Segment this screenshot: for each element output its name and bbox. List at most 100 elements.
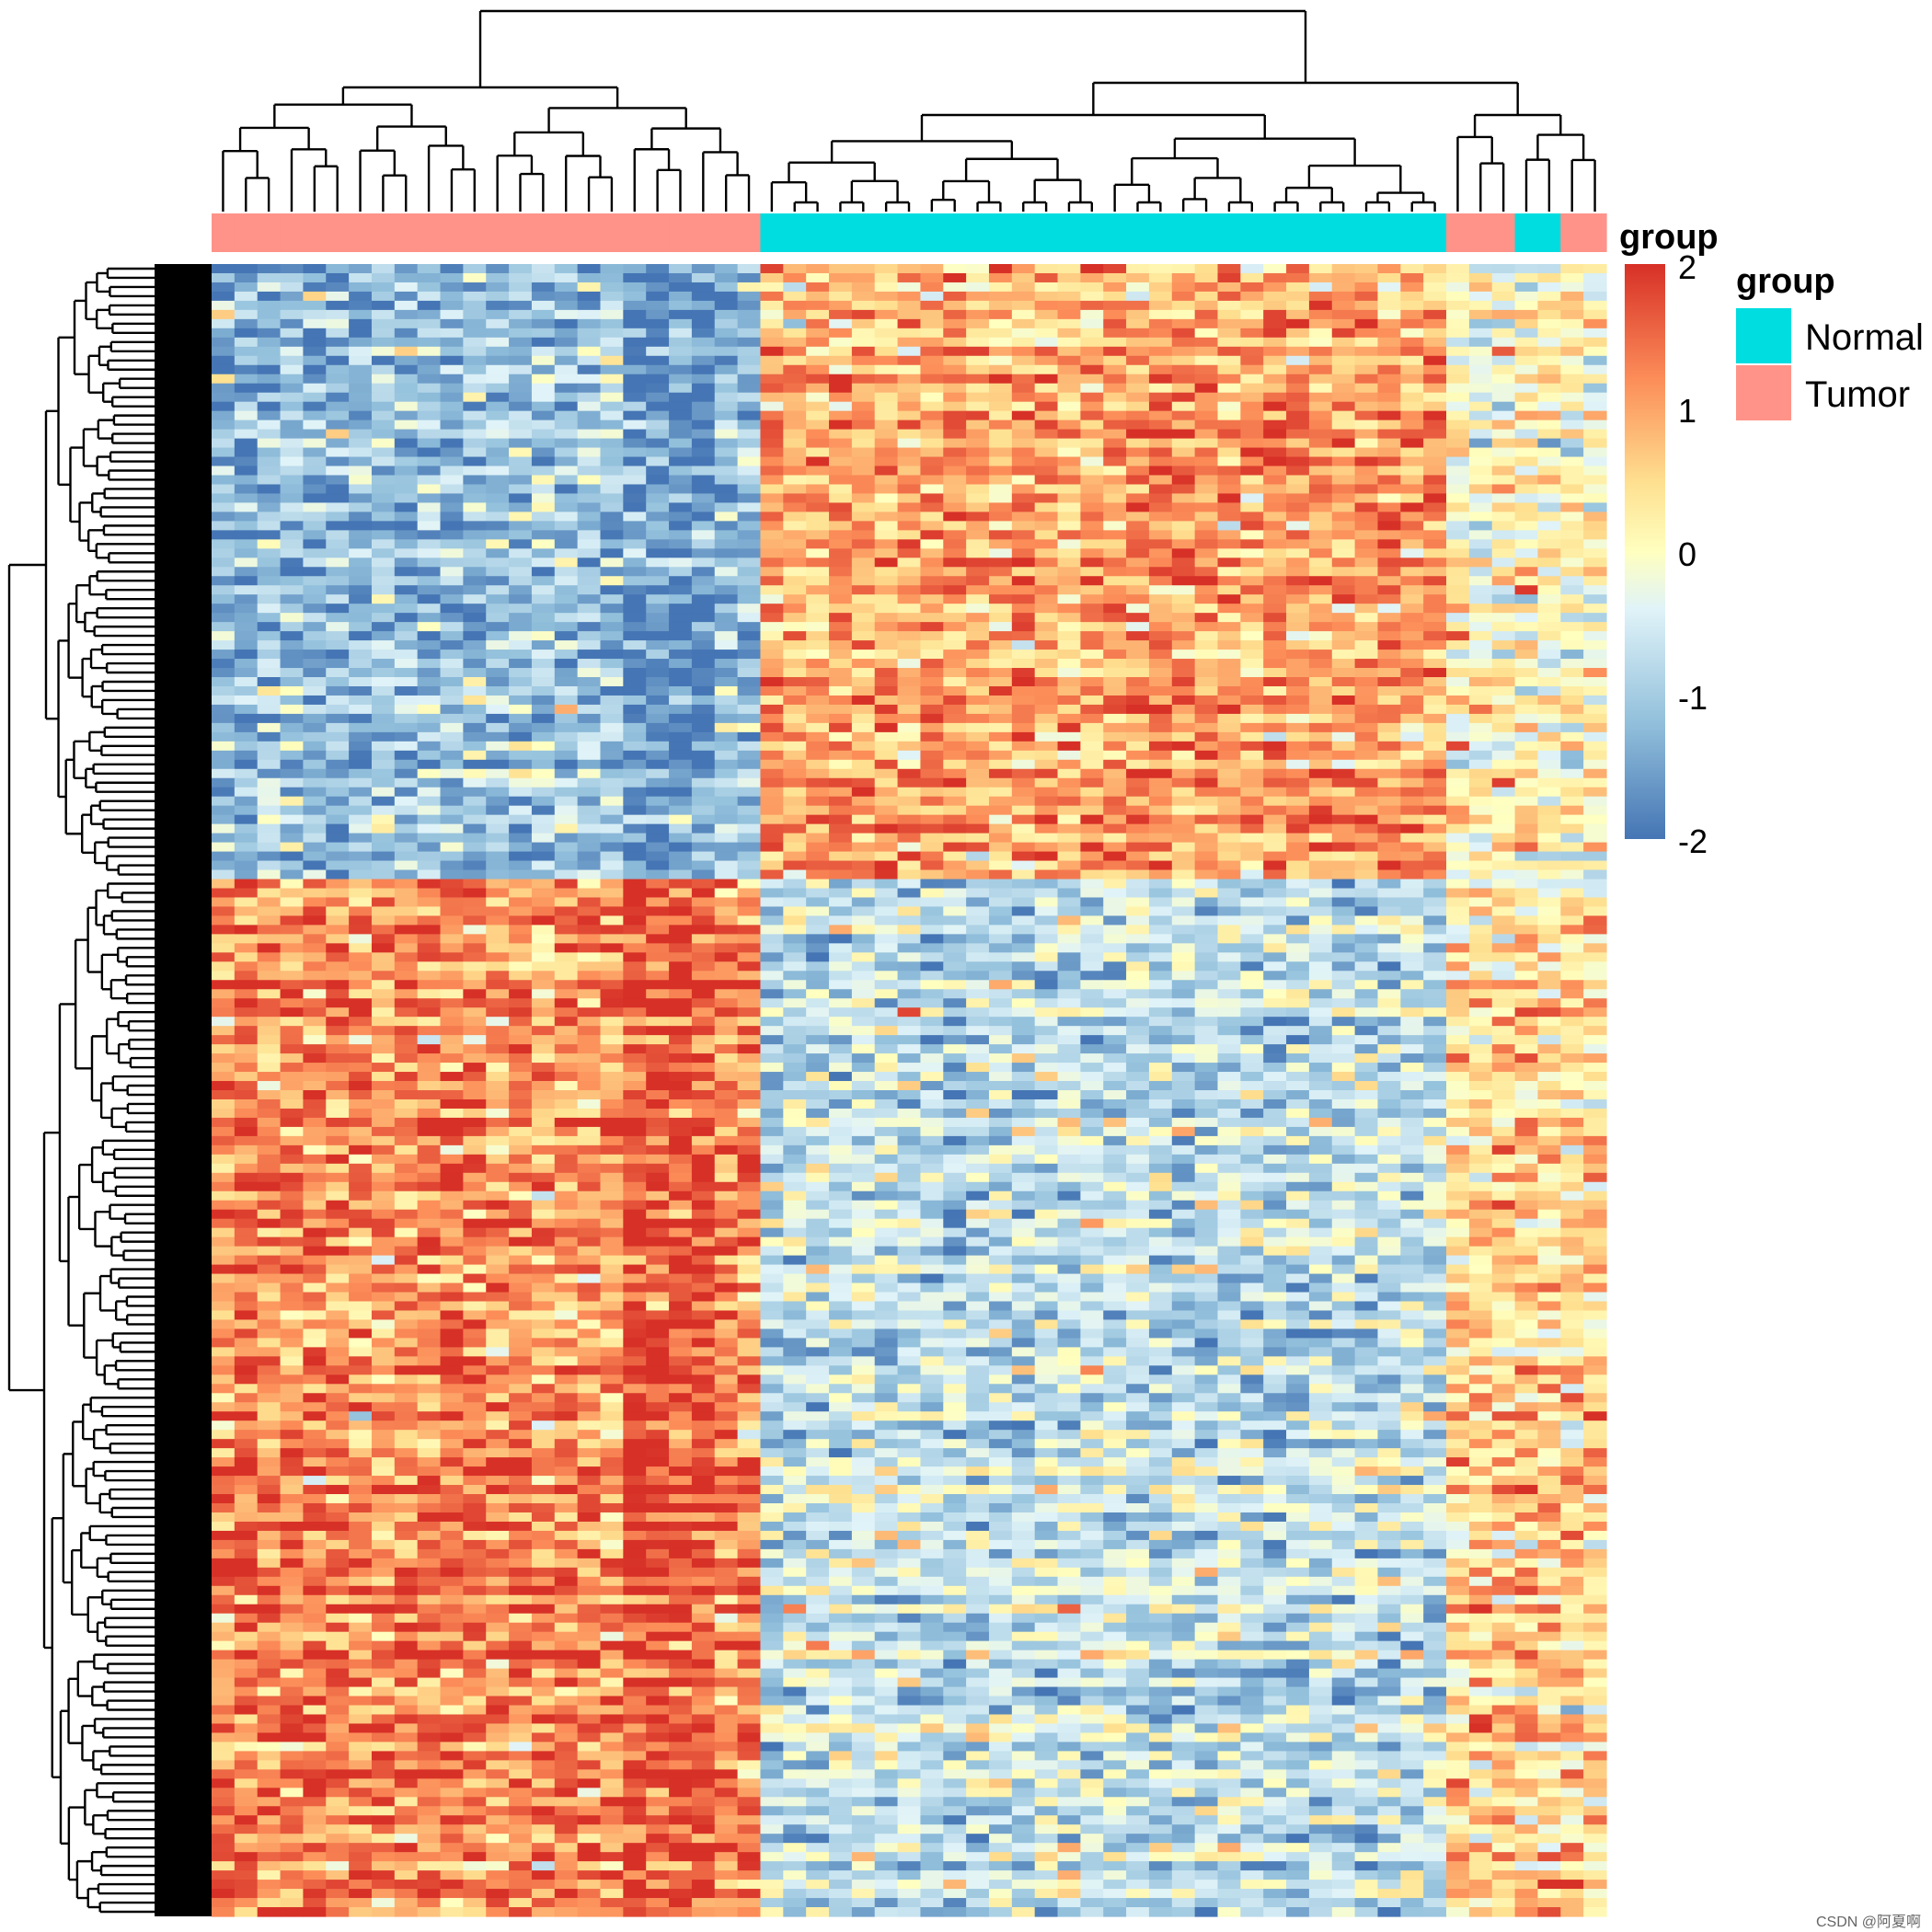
heatmap-cell — [897, 355, 922, 366]
heatmap-cell — [440, 704, 464, 715]
heatmap-cell — [1011, 833, 1036, 844]
heatmap-cell — [600, 420, 624, 431]
annotation-cell-normal — [806, 213, 830, 252]
heatmap-cell — [1240, 364, 1264, 375]
heatmap-cell — [1468, 842, 1493, 853]
heatmap-cell — [394, 787, 419, 798]
heatmap-cell — [1263, 410, 1287, 421]
heatmap-cell — [714, 731, 739, 742]
heatmap-cell — [600, 869, 624, 880]
heatmap-cell — [760, 420, 784, 431]
heatmap-cell — [234, 650, 259, 660]
heatmap-cell — [623, 282, 647, 293]
heatmap-cell — [577, 383, 602, 394]
heatmap-cell — [1080, 264, 1104, 274]
heatmap-cell — [851, 777, 876, 788]
heatmap-cell — [988, 484, 1013, 495]
heatmap-cell — [257, 355, 282, 366]
heatmap-cell — [1034, 493, 1059, 504]
heatmap-cell — [509, 484, 533, 495]
heatmap-cell — [806, 888, 830, 899]
heatmap-cell — [577, 364, 602, 375]
heatmap-cell — [1514, 484, 1539, 495]
heatmap-cell — [1560, 604, 1584, 614]
heatmap-cell — [463, 604, 487, 614]
heatmap-cell — [257, 640, 282, 650]
heatmap-cell — [417, 475, 442, 486]
heatmap-cell — [943, 650, 967, 660]
heatmap-cell — [737, 604, 762, 614]
heatmap-cell — [1400, 438, 1424, 449]
heatmap-cell — [303, 805, 327, 816]
heatmap-cell — [1057, 722, 1081, 733]
heatmap-cell — [1034, 530, 1059, 540]
heatmap-cell — [943, 364, 967, 375]
heatmap-cell — [1331, 814, 1356, 825]
heatmap-cell — [486, 502, 510, 512]
heatmap-cell — [440, 613, 464, 623]
heatmap-cell — [349, 695, 373, 706]
heatmap-cell — [1080, 466, 1104, 477]
heatmap-cell — [280, 842, 305, 853]
heatmap-cell — [920, 337, 944, 348]
heatmap-cell — [943, 309, 967, 320]
heatmap-cell — [760, 869, 784, 880]
heatmap-cell — [737, 704, 762, 715]
heatmap-cell — [1080, 282, 1104, 293]
heatmap-cell — [851, 640, 876, 650]
heatmap-cell — [920, 309, 944, 320]
heatmap-cell — [1194, 438, 1219, 449]
heatmap-cell — [1148, 558, 1173, 568]
heatmap-cell — [1286, 420, 1310, 431]
heatmap-cell — [1446, 777, 1470, 788]
heatmap-cell — [1126, 318, 1150, 329]
heatmap-cell — [1240, 456, 1264, 467]
heatmap-cell — [417, 548, 442, 558]
heatmap-cell — [1057, 337, 1081, 348]
heatmap-cell — [646, 282, 670, 293]
heatmap-cell — [646, 429, 670, 440]
heatmap-cell — [988, 668, 1013, 678]
heatmap-cell — [1126, 309, 1150, 320]
heatmap-cell — [280, 695, 305, 706]
heatmap-cell — [577, 410, 602, 421]
heatmap-cell — [1514, 731, 1539, 742]
heatmap-cell — [600, 318, 624, 329]
heatmap-cell — [509, 420, 533, 431]
heatmap-cell — [371, 869, 396, 880]
heatmap-cell — [509, 438, 533, 449]
heatmap-cell — [1560, 613, 1584, 623]
heatmap-cell — [1377, 475, 1401, 486]
heatmap-cell — [1103, 420, 1127, 431]
heatmap-cell — [1263, 750, 1287, 761]
heatmap-cell — [1446, 860, 1470, 871]
heatmap-cell — [1354, 869, 1379, 880]
annotation-cell-normal — [943, 213, 967, 252]
heatmap-cell — [212, 860, 236, 871]
heatmap-cell — [1377, 668, 1401, 678]
heatmap-cell — [303, 456, 327, 467]
heatmap-cell — [509, 685, 533, 696]
heatmap-cell — [1537, 447, 1561, 458]
heatmap-cell — [509, 594, 533, 604]
heatmap-cell — [1057, 539, 1081, 549]
heatmap-cell — [737, 622, 762, 632]
heatmap-cell — [1560, 272, 1584, 283]
heatmap-cell — [760, 282, 784, 293]
heatmap-cell — [1286, 650, 1310, 660]
heatmap-cell — [1423, 604, 1447, 614]
heatmap-cell — [1126, 272, 1150, 283]
heatmap-cell — [303, 659, 327, 669]
heatmap-cell — [874, 604, 899, 614]
heatmap-cell — [212, 659, 236, 669]
heatmap-cell — [371, 659, 396, 669]
heatmap-cell — [371, 677, 396, 687]
heatmap-cell — [531, 383, 556, 394]
heatmap-cell — [897, 558, 922, 568]
heatmap-cell — [966, 713, 990, 724]
heatmap-cell — [691, 851, 716, 862]
heatmap-cell — [1560, 879, 1584, 890]
heatmap-cell — [897, 493, 922, 504]
heatmap-cell — [600, 704, 624, 715]
heatmap-cell — [554, 640, 579, 650]
